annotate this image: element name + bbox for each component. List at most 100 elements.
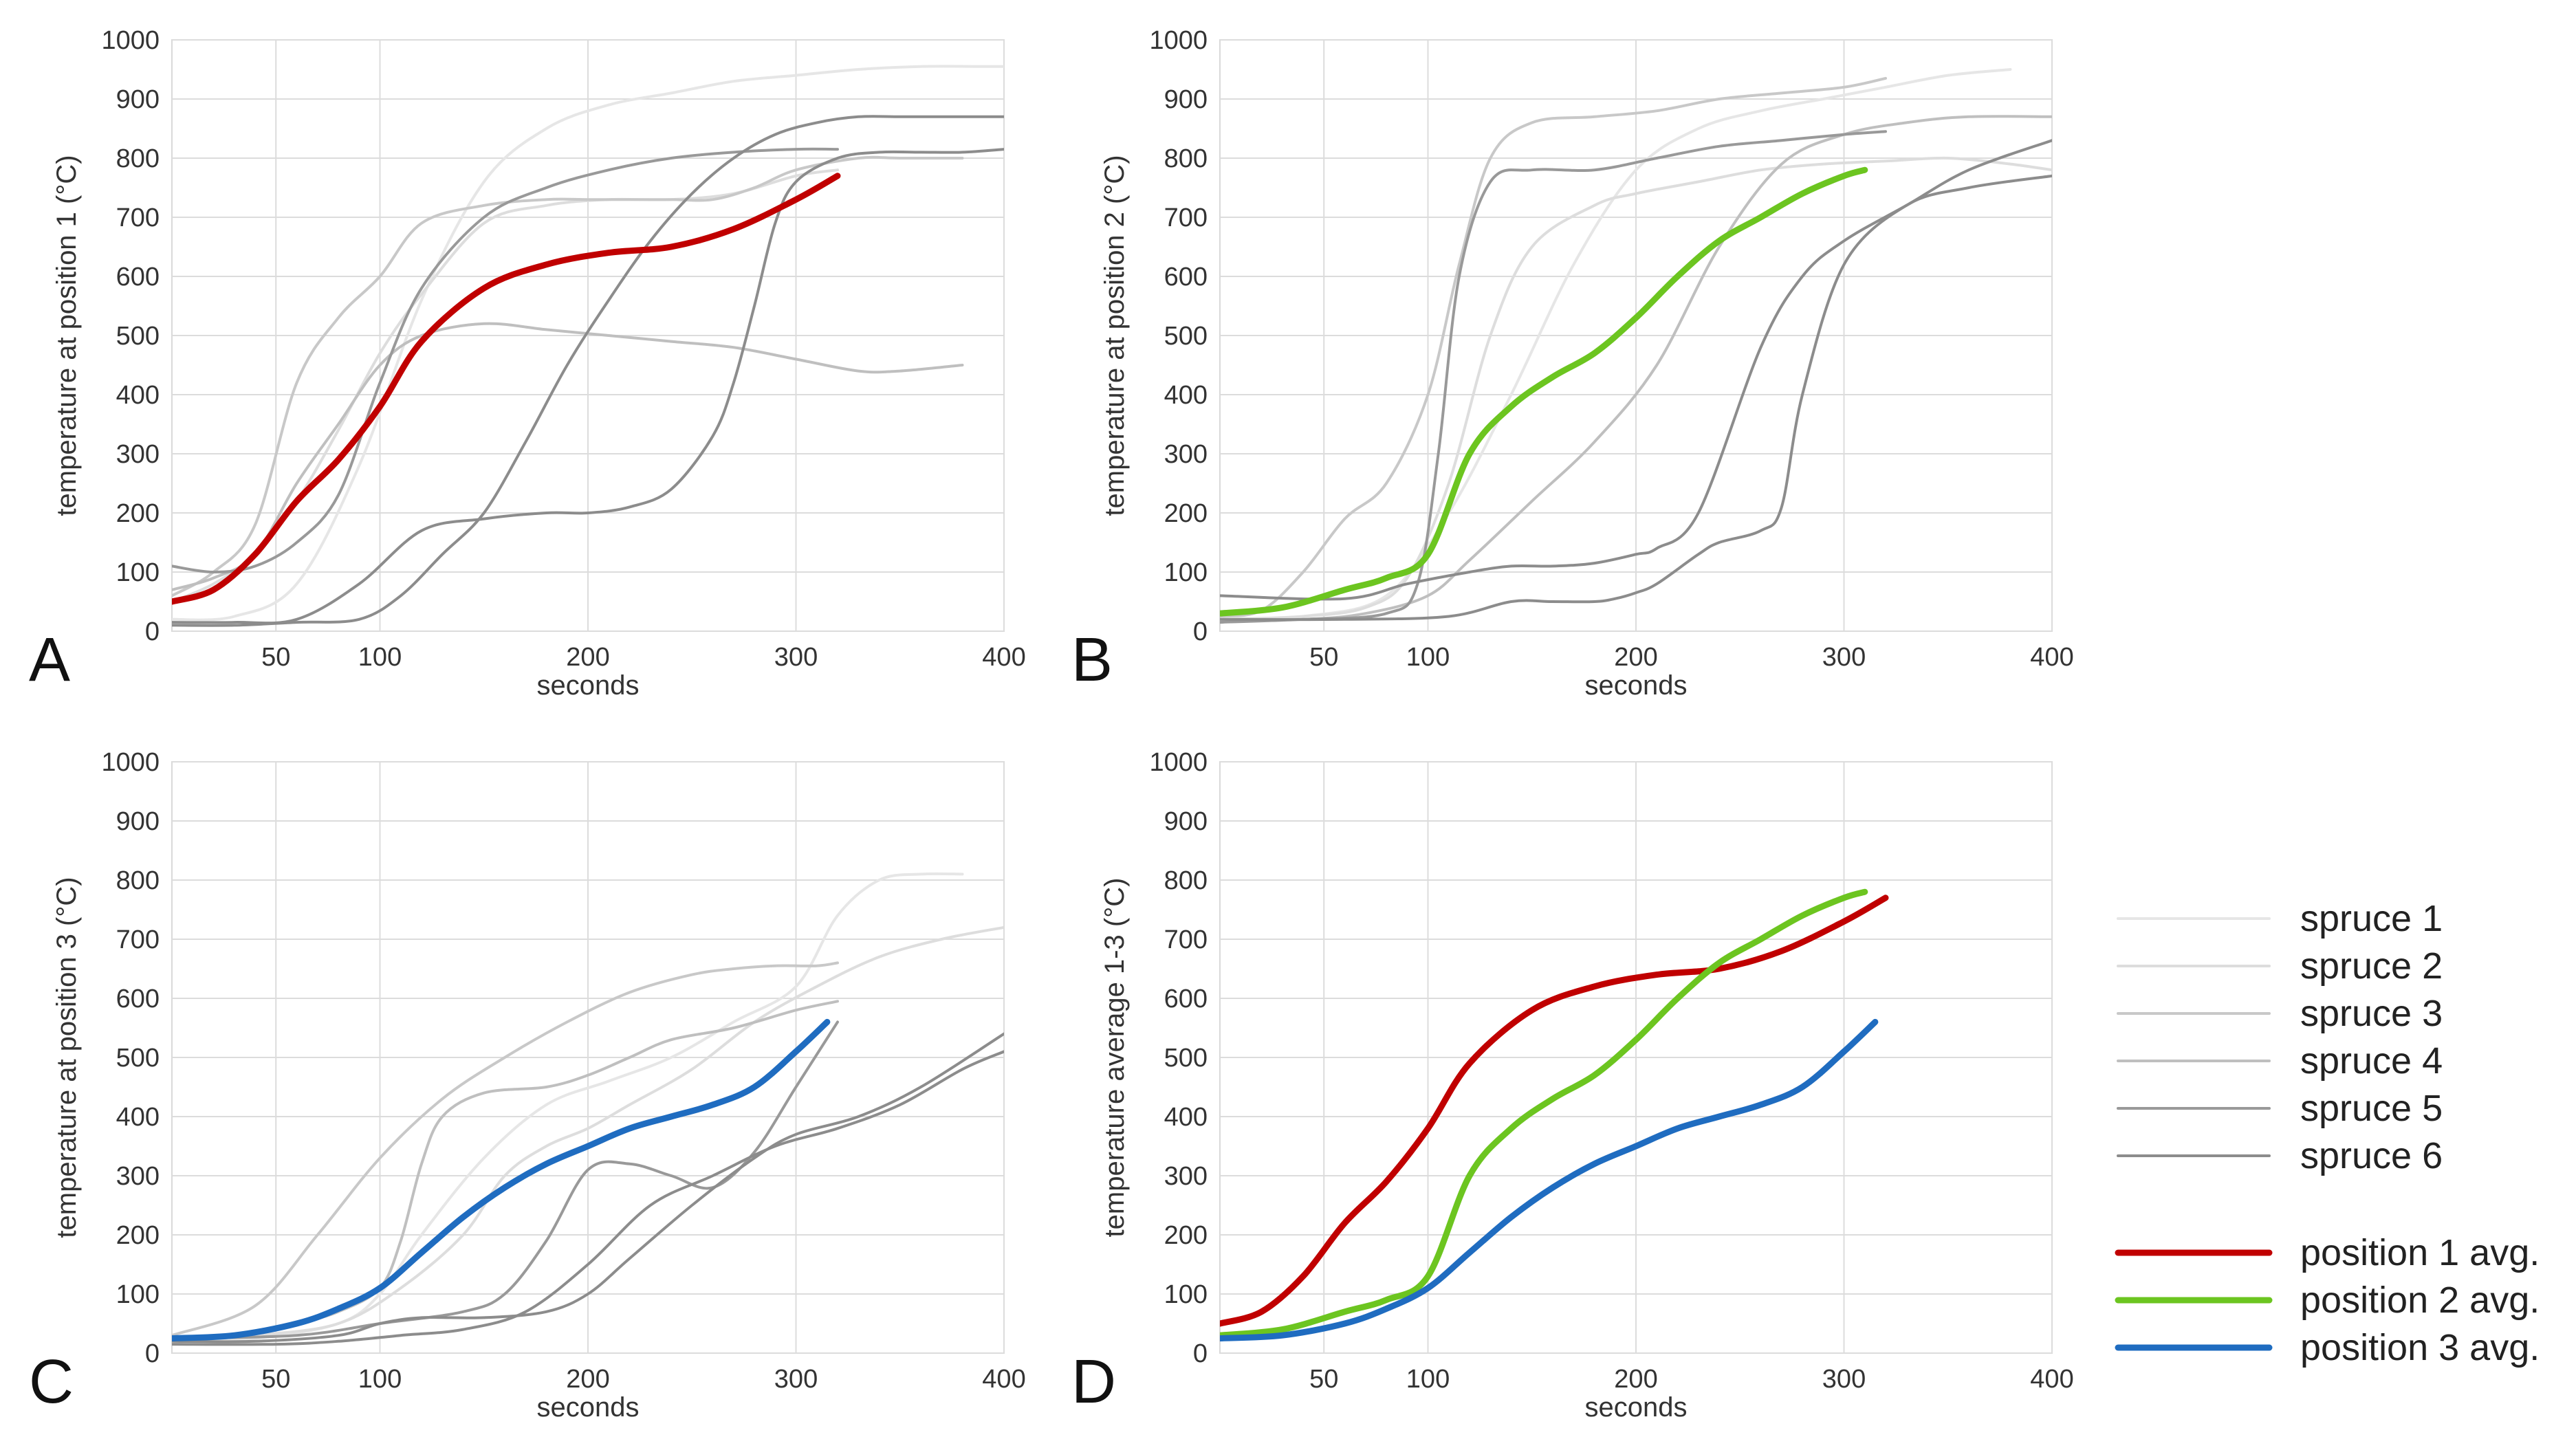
series-line-spruce-1	[172, 65, 1004, 622]
y-tick-label: 900	[1164, 85, 1208, 114]
y-tick-label: 1000	[1149, 748, 1208, 777]
y-tick-label: 300	[1164, 1162, 1208, 1191]
legend-item-spruce-3: spruce 3	[2117, 993, 2443, 1034]
x-tick-label: 300	[774, 1365, 818, 1394]
y-tick-label: 800	[1164, 144, 1208, 173]
x-tick-label: 200	[1614, 643, 1657, 672]
y-tick-label: 300	[116, 440, 160, 469]
panel-letter: C	[29, 1348, 74, 1416]
series-line-position-1-avg	[172, 173, 841, 605]
x-tick-label: 50	[261, 1365, 290, 1394]
panel-letter: D	[1071, 1348, 1116, 1416]
y-tick-label: 200	[116, 1221, 160, 1250]
series-line-spruce-6b	[172, 1050, 1004, 1346]
y-tick-label: 0	[145, 1339, 160, 1368]
series-line-position-3-avg	[1220, 1018, 1879, 1341]
x-tick-label: 100	[1406, 643, 1450, 672]
y-tick-label: 200	[116, 499, 160, 528]
y-axis-label: temperature at position 3 (°C)	[52, 877, 82, 1238]
series-line-position-2-avg	[1220, 166, 1868, 617]
y-axis-label: temperature at position 1 (°C)	[52, 155, 82, 516]
series-line-spruce-2	[172, 925, 1004, 1343]
series-line-spruce-4	[1220, 115, 2052, 622]
x-axis-label: seconds	[1585, 1392, 1688, 1423]
y-tick-label: 100	[116, 1280, 160, 1309]
y-tick-label: 100	[116, 558, 160, 587]
series-line-spruce-3	[1220, 76, 1887, 618]
legend-item-spruce-1: spruce 1	[2117, 898, 2443, 939]
y-tick-label: 500	[1164, 1044, 1208, 1073]
y-tick-label: 400	[116, 381, 160, 410]
legend-label: position 3 avg.	[2300, 1327, 2540, 1368]
panel-a: 0 100 200 300 400 500 600 700 800 900 1000 50 100 200…	[29, 26, 1026, 701]
series-line-spruce-2	[1220, 156, 2052, 621]
series-line-spruce-1	[1220, 68, 2012, 621]
series-group	[172, 65, 1004, 627]
panel-letter: A	[29, 626, 70, 694]
x-tick-label: 400	[982, 1365, 1025, 1394]
x-tick-label: 400	[2030, 643, 2073, 672]
x-tick-label: 300	[1822, 1365, 1866, 1394]
x-tick-label: 50	[1309, 1365, 1338, 1394]
y-tick-label: 300	[1164, 440, 1208, 469]
legend-item-spruce-2: spruce 2	[2117, 945, 2443, 987]
legend-item-position-1-avg: position 1 avg.	[2115, 1232, 2540, 1273]
series-line-spruce-6b	[1220, 174, 2052, 622]
y-tick-label: 1000	[1149, 26, 1208, 55]
legend-item-position-3-avg: position 3 avg.	[2115, 1327, 2540, 1368]
legend-item-spruce-4: spruce 4	[2117, 1040, 2443, 1082]
x-tick-label: 300	[1822, 643, 1866, 672]
panel-letter: B	[1071, 626, 1113, 694]
x-tick-label: 50	[1309, 643, 1338, 672]
legend-label: spruce 2	[2300, 945, 2443, 987]
legend-label: spruce 6	[2300, 1135, 2443, 1176]
series-line-spruce-6	[172, 115, 1004, 627]
panel-c: 0 100 200 300 400 500 600 700 800 900 1000 50 100 200…	[29, 748, 1026, 1423]
y-tick-label: 1000	[101, 26, 160, 55]
y-tick-label: 500	[116, 1044, 160, 1073]
legend-label: position 2 avg.	[2300, 1280, 2540, 1321]
series-line-spruce-5	[172, 147, 839, 573]
x-tick-label: 400	[982, 643, 1025, 672]
y-tick-label: 0	[1193, 1339, 1208, 1368]
y-tick-label: 0	[1193, 617, 1208, 646]
x-tick-label: 400	[2030, 1365, 2073, 1394]
y-tick-label: 100	[1164, 1280, 1208, 1309]
y-tick-label: 600	[116, 263, 160, 292]
y-tick-label: 200	[1164, 499, 1208, 528]
legend-label: spruce 4	[2300, 1040, 2443, 1082]
y-tick-label: 300	[116, 1162, 160, 1191]
x-axis-label: seconds	[537, 1392, 640, 1423]
series-group	[1220, 68, 2052, 624]
x-tick-label: 100	[358, 1365, 402, 1394]
y-tick-label: 900	[116, 85, 160, 114]
series-line-spruce-6	[172, 1032, 1004, 1343]
y-tick-label: 0	[145, 617, 160, 646]
y-tick-label: 600	[1164, 263, 1208, 292]
legend-label: position 1 avg.	[2300, 1232, 2540, 1273]
series-line-spruce-3	[172, 961, 839, 1337]
y-tick-label: 200	[1164, 1221, 1208, 1250]
series-line-position-1-avg	[1220, 895, 1889, 1327]
series-line-spruce-5	[1220, 130, 1887, 624]
y-tick-label: 700	[1164, 925, 1208, 954]
y-tick-label: 100	[1164, 558, 1208, 587]
series-line-spruce-5	[172, 1020, 839, 1340]
legend-label: spruce 1	[2300, 898, 2443, 939]
y-tick-label: 500	[116, 322, 160, 351]
x-axis-label: seconds	[1585, 670, 1688, 701]
y-tick-label: 800	[116, 866, 160, 895]
legend-label: spruce 5	[2300, 1088, 2443, 1129]
x-axis-label: seconds	[537, 670, 640, 701]
y-axis-label: temperature at position 2 (°C)	[1100, 155, 1130, 516]
y-tick-label: 1000	[101, 748, 160, 777]
x-tick-label: 200	[566, 1365, 609, 1394]
series-group	[1220, 888, 1889, 1341]
y-tick-label: 600	[1164, 985, 1208, 1013]
y-axis-label: temperature average 1-3 (°C)	[1100, 878, 1130, 1238]
panel-d: 0 100 200 300 400 500 600 700 800 900 1000 50 100 200…	[1071, 748, 2074, 1423]
y-tick-label: 900	[1164, 807, 1208, 836]
x-tick-label: 100	[358, 643, 402, 672]
y-tick-label: 500	[1164, 322, 1208, 351]
y-tick-label: 400	[116, 1103, 160, 1132]
